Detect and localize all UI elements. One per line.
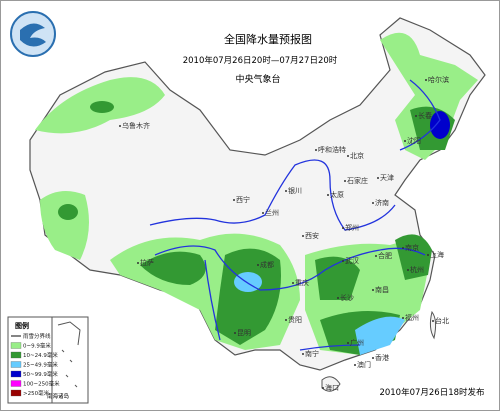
legend-swatch <box>10 342 22 349</box>
city-dot <box>372 202 374 204</box>
inset-label: 南海诸岛 <box>47 392 70 400</box>
city-label: 乌鲁木齐 <box>122 121 150 130</box>
city-dot <box>344 180 346 182</box>
city-label: 郑州 <box>345 224 359 232</box>
city-dot <box>432 320 434 322</box>
city-dot <box>337 297 339 299</box>
legend-label: 10~24.9毫米 <box>23 351 58 359</box>
city-dot <box>234 332 236 334</box>
city-label: 武汉 <box>345 256 359 265</box>
city-dot <box>425 79 427 81</box>
city-dot <box>327 194 329 196</box>
city-label: 沈阳 <box>407 136 421 145</box>
city-label: 台北 <box>435 316 449 325</box>
city-dot <box>372 357 374 359</box>
legend-title: 图例 <box>15 321 29 330</box>
city-dot <box>407 269 409 271</box>
city-label: 济南 <box>375 198 389 207</box>
legend-label: 25~49.9毫米 <box>23 361 58 369</box>
legend-swatch <box>10 389 22 397</box>
city-label: 石家庄 <box>347 176 368 185</box>
legend-swatch <box>10 361 22 368</box>
logo <box>10 11 56 57</box>
city-label: 福州 <box>405 313 419 322</box>
city-dot <box>322 387 324 389</box>
city-label: 西安 <box>305 231 319 240</box>
map-subtitle: 2010年07月26日20时—07月27日20时 <box>183 55 338 66</box>
city-label: 银川 <box>288 186 302 195</box>
city-label: 成都 <box>260 260 274 269</box>
city-dot <box>377 177 379 179</box>
city-dot <box>302 235 304 237</box>
city-dot <box>342 260 344 262</box>
legend-label: 0~9.9毫米 <box>23 342 51 350</box>
city-label: 西宁 <box>236 195 250 204</box>
city-dot <box>315 149 317 151</box>
city-label: 广州 <box>350 338 364 347</box>
city-label: 北京 <box>350 151 364 160</box>
city-label: 合肥 <box>378 251 392 260</box>
issue-time: 2010年07月26日18时发布 <box>379 387 484 398</box>
city-label: 上海 <box>430 250 444 259</box>
city-dot <box>427 254 429 256</box>
city-dot <box>285 190 287 192</box>
city-dot <box>285 319 287 321</box>
city-label: 重庆 <box>295 278 309 287</box>
rivers <box>149 79 441 351</box>
city-dot <box>402 247 404 249</box>
city-dot <box>137 262 139 264</box>
city-dot <box>342 227 344 229</box>
city-dot <box>302 353 304 355</box>
city-dot <box>233 199 235 201</box>
city-label: 长沙 <box>340 293 354 302</box>
city-dot <box>415 115 417 117</box>
city-dot <box>119 125 121 127</box>
city-label: 昆明 <box>237 329 251 337</box>
legend-swatch <box>10 370 22 378</box>
rain-areas <box>35 32 478 355</box>
issuer: 中央气象台 <box>235 73 280 85</box>
city-dot <box>292 282 294 284</box>
city-dot <box>404 140 406 142</box>
city-label: 澳门 <box>357 360 371 369</box>
legend-label: 雨雪分界线 <box>23 332 51 340</box>
city-dot <box>372 289 374 291</box>
city-label: 南昌 <box>375 285 389 294</box>
city-label: 天津 <box>380 174 394 182</box>
city-label: 哈尔滨 <box>428 75 449 84</box>
city-dot <box>347 342 349 344</box>
city-label: 长春 <box>418 111 432 120</box>
map-title: 全国降水量预报图 <box>224 32 312 46</box>
city-label: 香港 <box>375 353 389 362</box>
city-label: 南宁 <box>305 349 319 358</box>
city-label: 拉萨 <box>140 258 154 267</box>
inset-box <box>51 316 89 404</box>
city-label: 呼和浩特 <box>318 145 346 154</box>
legend-label: 100~250毫米 <box>23 380 60 388</box>
legend-swatch <box>10 380 22 387</box>
legend-label: >250毫米 <box>23 389 50 397</box>
city-label: 南京 <box>405 243 419 252</box>
city-dot <box>262 212 264 214</box>
city-dot <box>375 255 377 257</box>
legend-label: 50~99.9毫米 <box>23 370 58 378</box>
city-label: 太原 <box>330 190 344 199</box>
city-dot <box>402 317 404 319</box>
city-dot <box>347 155 349 157</box>
city-label: 杭州 <box>410 265 424 274</box>
city-label: 贵阳 <box>288 315 302 324</box>
city-dot <box>257 264 259 266</box>
legend-swatch <box>10 351 22 359</box>
city-dot <box>354 364 356 366</box>
city-label: 兰州 <box>265 208 279 217</box>
city-label: 海口 <box>325 383 339 392</box>
